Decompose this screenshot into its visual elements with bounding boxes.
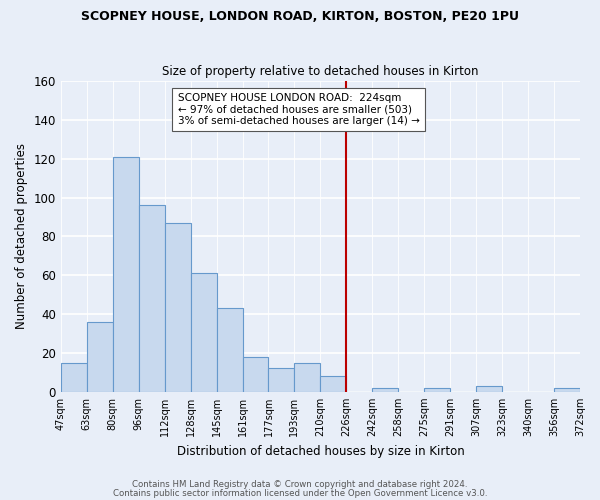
Bar	[139, 206, 164, 392]
Text: Contains HM Land Registry data © Crown copyright and database right 2024.: Contains HM Land Registry data © Crown c…	[132, 480, 468, 489]
Bar	[191, 274, 217, 392]
Text: SCOPNEY HOUSE LONDON ROAD:  224sqm
← 97% of detached houses are smaller (503)
3%: SCOPNEY HOUSE LONDON ROAD: 224sqm ← 97% …	[178, 92, 419, 126]
Bar	[320, 376, 346, 392]
Bar	[268, 368, 295, 392]
Bar	[554, 388, 580, 392]
X-axis label: Distribution of detached houses by size in Kirton: Distribution of detached houses by size …	[176, 444, 464, 458]
Bar	[87, 322, 113, 392]
Bar	[295, 362, 320, 392]
Bar	[164, 223, 191, 392]
Title: Size of property relative to detached houses in Kirton: Size of property relative to detached ho…	[162, 66, 479, 78]
Bar	[476, 386, 502, 392]
Bar	[373, 388, 398, 392]
Text: SCOPNEY HOUSE, LONDON ROAD, KIRTON, BOSTON, PE20 1PU: SCOPNEY HOUSE, LONDON ROAD, KIRTON, BOST…	[81, 10, 519, 23]
Bar	[242, 357, 268, 392]
Bar	[113, 157, 139, 392]
Text: Contains public sector information licensed under the Open Government Licence v3: Contains public sector information licen…	[113, 489, 487, 498]
Y-axis label: Number of detached properties: Number of detached properties	[15, 144, 28, 330]
Bar	[424, 388, 450, 392]
Bar	[61, 362, 87, 392]
Bar	[217, 308, 242, 392]
